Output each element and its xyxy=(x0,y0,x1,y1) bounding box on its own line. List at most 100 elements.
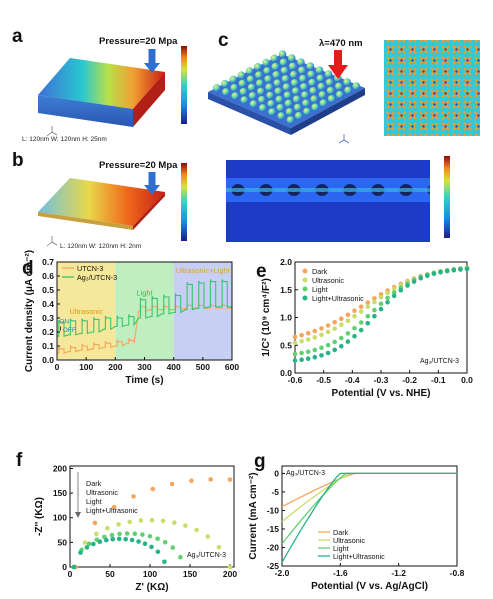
nanosphere xyxy=(238,79,247,88)
f-point xyxy=(97,539,103,544)
nanosphere xyxy=(281,75,290,83)
nanosphere xyxy=(229,75,237,84)
f-point xyxy=(131,494,136,499)
nanosphere xyxy=(230,83,238,92)
g-series-line xyxy=(281,472,457,545)
e-ytick-label: 1.0 xyxy=(280,313,292,323)
e-point xyxy=(425,273,430,279)
f-point xyxy=(127,519,132,525)
f-point xyxy=(94,531,99,537)
e-point xyxy=(319,332,324,338)
trend-arrowhead xyxy=(75,512,81,518)
f-point xyxy=(170,545,176,550)
e-point xyxy=(325,350,331,356)
e-xtick-label: -0.3 xyxy=(374,375,389,385)
f-point xyxy=(178,554,183,560)
f-point xyxy=(84,545,90,550)
e-point xyxy=(365,304,371,310)
f-point xyxy=(104,537,109,543)
e-point xyxy=(385,290,390,296)
nanosphere xyxy=(286,116,295,124)
nanosphere-array xyxy=(212,50,361,124)
e-point xyxy=(385,295,390,301)
nanosphere xyxy=(298,66,306,75)
panel-e-label: e xyxy=(256,261,267,282)
g-ytick-label: 0 xyxy=(274,468,279,478)
nanosphere xyxy=(308,78,317,87)
d-xlabel: Time (s) xyxy=(125,375,163,386)
f-point xyxy=(138,518,144,523)
nanosphere xyxy=(344,86,352,95)
legend-label: Light xyxy=(312,285,328,294)
nanosphere xyxy=(254,71,263,79)
f-point xyxy=(140,532,145,537)
slab-b-front xyxy=(38,212,133,230)
e-point xyxy=(305,349,311,355)
nanosphere xyxy=(245,67,254,75)
nanosphere xyxy=(293,103,302,112)
nanosphere xyxy=(303,107,311,116)
nanosphere xyxy=(280,66,289,75)
f-point xyxy=(227,564,233,570)
e-point xyxy=(365,300,371,305)
legend-label: Ultrasonic xyxy=(312,276,344,285)
nanosphere xyxy=(237,71,246,79)
e-point xyxy=(339,316,344,322)
nanosphere xyxy=(325,78,334,87)
nanosphere xyxy=(249,100,258,108)
nanosphere xyxy=(288,62,297,71)
legend-label: Light+Ultrasonic xyxy=(86,506,138,515)
panel-b: b Pressure=20 Mpa L: 120nm W: 120nm H: 2… xyxy=(12,150,187,250)
panel-a-dimensions: L: 120nm W: 120nm H: 25nm xyxy=(22,136,107,143)
legend-swatch xyxy=(302,277,308,283)
e-ylabel: 1/C² (10⁹ cm⁴/F²) xyxy=(261,278,272,357)
e-point xyxy=(358,320,364,325)
nanosphere xyxy=(290,79,299,87)
e-ytick-label: 0.5 xyxy=(280,340,292,350)
slab-b-side xyxy=(133,192,165,230)
g-xtick-label: -1.6 xyxy=(333,568,348,578)
f-xtick-label: 100 xyxy=(143,569,157,579)
e-point xyxy=(358,309,364,314)
nanosphere xyxy=(294,111,303,120)
nanosphere xyxy=(279,58,288,67)
nanosphere xyxy=(310,95,319,103)
e-point xyxy=(332,339,338,345)
f-sample-label: Ag₃/UTCN-3 xyxy=(187,552,226,559)
legend-label: Dark xyxy=(86,479,102,488)
nanosphere xyxy=(317,82,326,91)
e-point xyxy=(352,313,357,319)
g-ytick-label: -25 xyxy=(267,561,280,571)
nanosphere xyxy=(253,63,262,71)
e-point xyxy=(345,339,351,344)
g-ylabel: Current (mA cm⁻²) xyxy=(248,472,259,559)
nanosphere xyxy=(264,75,272,83)
region-label: Light xyxy=(136,289,153,298)
nanosphere xyxy=(271,62,280,71)
f-point xyxy=(155,549,161,555)
e-point xyxy=(378,306,384,312)
nanosphere xyxy=(309,87,318,95)
nanosphere xyxy=(282,83,291,91)
f-point xyxy=(116,536,122,542)
nanosphere xyxy=(336,90,344,99)
field-hotspot-line xyxy=(226,188,430,192)
f-point xyxy=(117,531,122,537)
e-xtick-label: -0.6 xyxy=(288,375,303,385)
d-xtick-label: 0 xyxy=(55,362,60,372)
e-point xyxy=(332,347,338,353)
nanosphere xyxy=(315,66,324,74)
f-point xyxy=(162,540,168,545)
nanosphere xyxy=(239,87,248,96)
f-point xyxy=(183,523,188,528)
e-point xyxy=(305,331,311,336)
e-point xyxy=(451,267,457,273)
g-xtick-label: -2.0 xyxy=(275,568,290,578)
f-point xyxy=(142,541,148,546)
nanosphere xyxy=(307,70,316,79)
e-point xyxy=(292,334,298,340)
nanosphere xyxy=(297,58,305,66)
nanosphere xyxy=(276,103,285,112)
e-point xyxy=(411,279,417,284)
f-point xyxy=(160,518,166,524)
